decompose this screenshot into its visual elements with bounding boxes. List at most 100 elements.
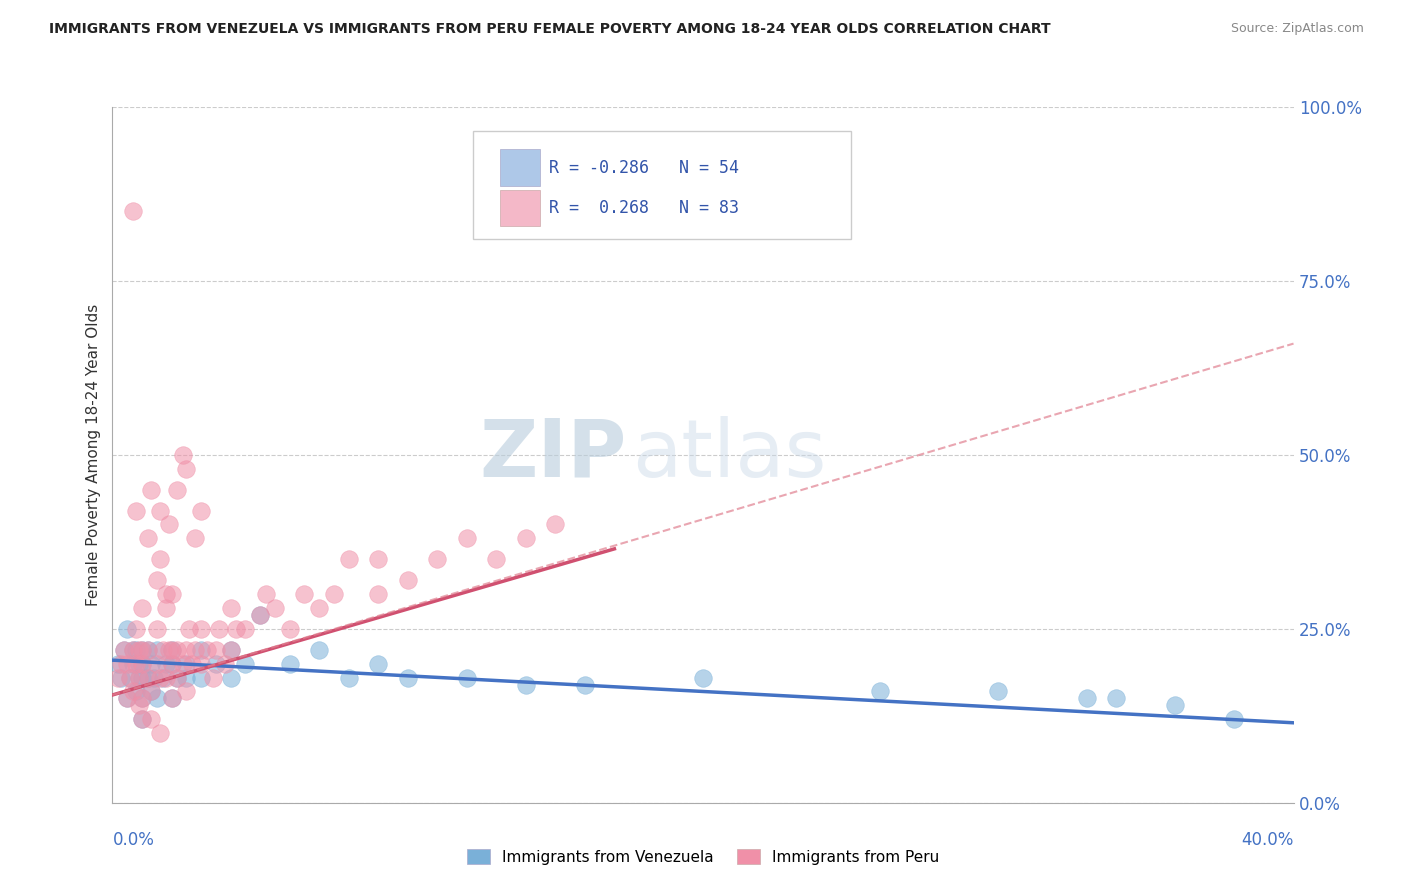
Point xyxy=(136,642,159,657)
Point xyxy=(117,622,138,636)
Point xyxy=(987,684,1010,698)
Point xyxy=(128,671,150,685)
Point xyxy=(456,671,478,685)
Point xyxy=(1223,712,1246,726)
Point xyxy=(152,671,174,685)
Text: ZIP: ZIP xyxy=(479,416,626,494)
Point xyxy=(515,532,537,546)
Point xyxy=(166,671,188,685)
Point xyxy=(426,552,449,566)
FancyBboxPatch shape xyxy=(501,190,540,226)
Point xyxy=(139,657,162,671)
Point xyxy=(131,671,153,685)
Point xyxy=(122,657,145,671)
Point xyxy=(125,503,148,517)
Point xyxy=(219,671,242,685)
Point xyxy=(110,671,132,685)
Point xyxy=(146,657,169,671)
Point xyxy=(190,503,212,517)
Point xyxy=(117,691,138,706)
Point xyxy=(201,671,224,685)
Point xyxy=(122,642,145,657)
Point xyxy=(117,657,138,671)
Text: R =  0.268   N = 83: R = 0.268 N = 83 xyxy=(550,199,740,217)
Point xyxy=(172,657,194,671)
Point xyxy=(692,671,714,685)
Point xyxy=(136,671,159,685)
Point xyxy=(367,552,389,566)
Point xyxy=(219,642,242,657)
Point xyxy=(456,532,478,546)
Point xyxy=(142,671,165,685)
Point xyxy=(1164,698,1187,713)
Point xyxy=(195,642,218,657)
Point xyxy=(292,587,315,601)
Point xyxy=(125,657,148,671)
Point xyxy=(160,691,183,706)
Point xyxy=(131,712,153,726)
Point xyxy=(254,587,277,601)
Point xyxy=(139,684,162,698)
Point xyxy=(1105,691,1128,706)
Legend: Immigrants from Venezuela, Immigrants from Peru: Immigrants from Venezuela, Immigrants fr… xyxy=(461,843,945,871)
Point xyxy=(174,684,197,698)
Point xyxy=(166,642,188,657)
Point xyxy=(131,691,153,706)
Point xyxy=(574,677,596,691)
Point xyxy=(515,677,537,691)
Point xyxy=(184,532,207,546)
Text: R = -0.286   N = 54: R = -0.286 N = 54 xyxy=(550,159,740,177)
Point xyxy=(146,691,169,706)
Point xyxy=(249,607,271,622)
Point xyxy=(112,642,135,657)
Point xyxy=(190,642,212,657)
Point xyxy=(184,642,207,657)
Point xyxy=(139,684,162,698)
Point xyxy=(131,657,153,671)
Point xyxy=(131,691,153,706)
Point xyxy=(110,657,132,671)
Point xyxy=(233,657,256,671)
Point xyxy=(107,657,129,671)
Point xyxy=(122,204,145,219)
Point xyxy=(122,684,145,698)
Point xyxy=(131,601,153,615)
Point xyxy=(157,642,180,657)
Point xyxy=(166,671,188,685)
Point xyxy=(264,601,287,615)
Point xyxy=(160,642,183,657)
Point xyxy=(323,587,346,601)
Point xyxy=(869,684,891,698)
Point xyxy=(205,642,228,657)
Point xyxy=(146,573,169,587)
Point xyxy=(544,517,567,532)
Point xyxy=(120,671,142,685)
Point xyxy=(125,684,148,698)
Point xyxy=(225,622,247,636)
Point xyxy=(160,657,183,671)
Point xyxy=(149,552,172,566)
Point xyxy=(125,642,148,657)
Point xyxy=(208,622,231,636)
Point xyxy=(155,601,177,615)
Point xyxy=(190,671,212,685)
Point xyxy=(308,601,330,615)
Point xyxy=(120,671,142,685)
Point xyxy=(249,607,271,622)
Point xyxy=(233,622,256,636)
Point xyxy=(160,587,183,601)
Point xyxy=(146,642,169,657)
Point xyxy=(149,671,172,685)
Point xyxy=(396,671,419,685)
Point xyxy=(308,642,330,657)
Point xyxy=(131,712,153,726)
Point xyxy=(190,622,212,636)
Point xyxy=(149,726,172,740)
Point xyxy=(337,552,360,566)
Point xyxy=(136,671,159,685)
Point xyxy=(155,657,177,671)
Point xyxy=(136,532,159,546)
Point xyxy=(396,573,419,587)
Point xyxy=(174,657,197,671)
Point xyxy=(214,657,236,671)
